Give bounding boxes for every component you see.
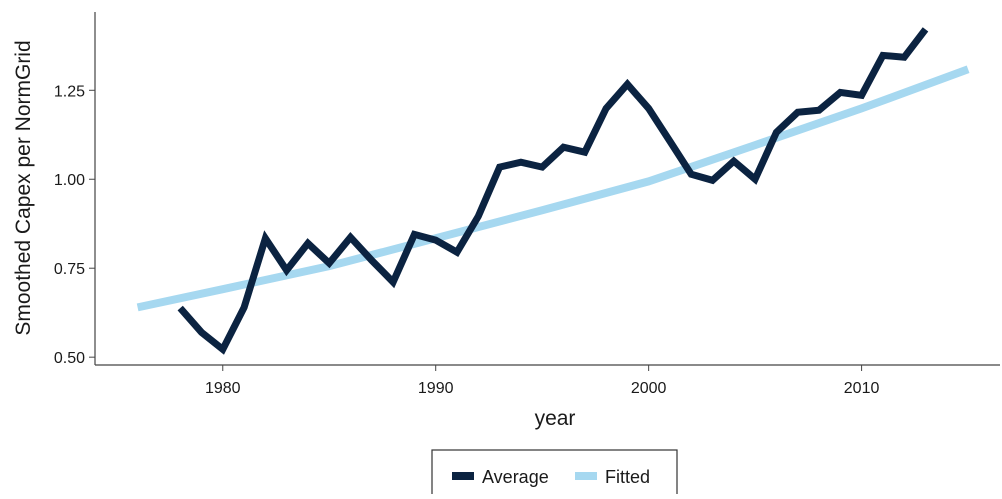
y-axis-label: Smoothed Capex per NormGrid: [12, 40, 35, 335]
legend-label: Fitted: [605, 467, 650, 487]
x-tick-label: 1990: [418, 380, 454, 397]
y-tick-label: 0.75: [54, 261, 85, 278]
x-axis-label: year: [535, 407, 576, 430]
x-tick-label: 2010: [844, 380, 880, 397]
x-tick-label: 1980: [205, 380, 241, 397]
legend-label: Average: [482, 467, 549, 487]
y-tick-label: 1.25: [54, 83, 85, 100]
y-tick-label: 0.50: [54, 350, 85, 367]
y-tick-label: 1.00: [54, 172, 85, 189]
line-series: [177, 27, 929, 355]
x-tick-label: 2000: [631, 380, 667, 397]
line-series: [136, 65, 970, 312]
